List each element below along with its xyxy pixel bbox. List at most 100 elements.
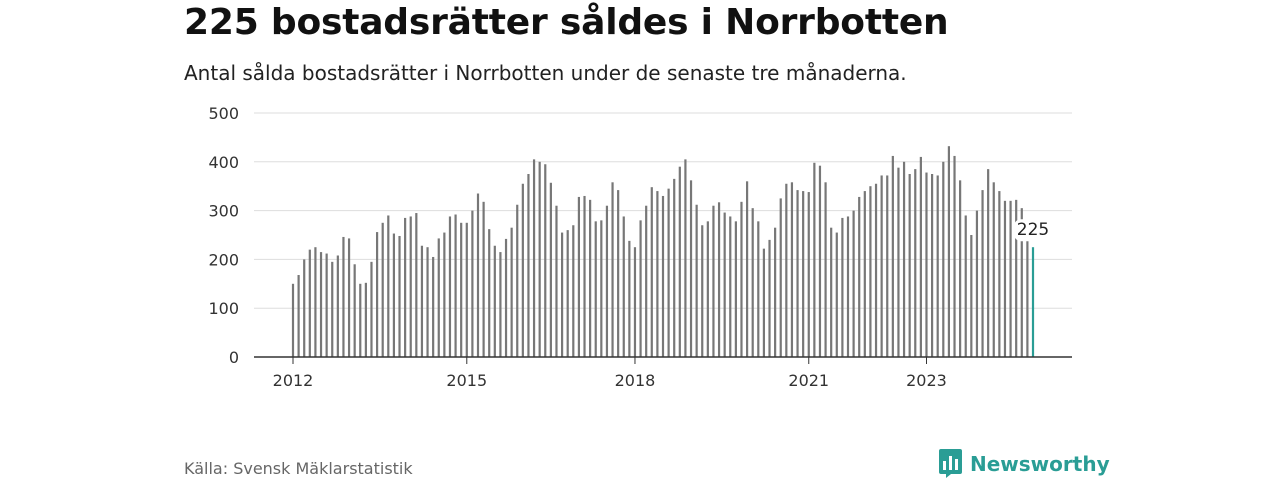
- bar: [863, 191, 866, 357]
- highlight-label-bg: [1014, 219, 1052, 242]
- bar: [532, 159, 536, 357]
- bar: [891, 155, 894, 357]
- bar: [785, 183, 788, 357]
- chart-subtitle: Antal sålda bostadsrätter i Norrbotten u…: [184, 61, 907, 85]
- bar: [577, 196, 581, 357]
- bar: [454, 214, 457, 357]
- bar: [392, 233, 396, 357]
- bar: [673, 178, 676, 357]
- bar: [992, 182, 995, 357]
- bar: [499, 252, 502, 357]
- bar: [818, 165, 822, 357]
- bar: [813, 162, 816, 357]
- bar: [757, 221, 760, 357]
- x-tick-label: 2023: [906, 371, 947, 390]
- bar: [471, 210, 474, 357]
- bar: [476, 193, 480, 357]
- y-tick-label: 200: [208, 250, 239, 269]
- bar: [802, 191, 805, 357]
- bar: [516, 204, 519, 357]
- bar: [605, 205, 609, 357]
- bar: [970, 235, 973, 357]
- bar: [1026, 229, 1029, 357]
- bar: [325, 253, 328, 357]
- bar: [381, 222, 384, 357]
- bar: [947, 146, 951, 357]
- bar: [432, 256, 435, 357]
- brand[interactable]: Newsworthy: [938, 448, 1110, 479]
- bar: [589, 199, 592, 357]
- bar: [622, 216, 625, 357]
- bar: [846, 216, 850, 357]
- bar: [639, 220, 642, 357]
- bar: [729, 216, 732, 357]
- bar: [869, 186, 872, 357]
- bar: [437, 238, 440, 357]
- bar: [319, 252, 323, 357]
- bar: [303, 259, 306, 357]
- bar: [594, 221, 597, 357]
- bar: [549, 182, 552, 357]
- bar: [930, 174, 934, 357]
- bar: [488, 229, 491, 357]
- bar: [493, 245, 496, 357]
- bar: [936, 175, 939, 357]
- y-axis: 0 100 200 300 400 500: [208, 104, 239, 367]
- bar: [482, 201, 485, 357]
- bar: [902, 161, 906, 357]
- bar: [953, 155, 956, 357]
- bar: [409, 216, 412, 357]
- bar: [880, 175, 883, 357]
- bar: [768, 239, 771, 357]
- bar: [914, 169, 917, 357]
- bar: [1009, 200, 1012, 357]
- bar: [353, 264, 356, 357]
- bar: [370, 261, 373, 357]
- bar: [987, 169, 990, 357]
- y-tick-label: 0: [229, 348, 239, 367]
- chart-title: 225 bostadsrätter såldes i Norrbotten: [184, 2, 949, 43]
- bar: [342, 236, 345, 357]
- bar: [544, 164, 547, 357]
- bar: [297, 275, 300, 357]
- bars: [291, 146, 1035, 357]
- x-axis: 2012 2015 2018 2021 2023: [273, 357, 947, 390]
- bar: [852, 210, 855, 357]
- newsworthy-logo-icon: [939, 449, 962, 478]
- bar: [835, 232, 838, 357]
- bar: [347, 238, 351, 357]
- bar: [723, 212, 726, 357]
- bar: [684, 159, 687, 357]
- bar: [717, 202, 721, 357]
- bar: [734, 221, 737, 357]
- bar: [420, 245, 424, 357]
- bar-latest: [1031, 247, 1035, 357]
- highlight-annotation: 225: [1014, 219, 1052, 242]
- bar: [897, 167, 900, 357]
- bar: [364, 282, 367, 357]
- bar: [762, 248, 766, 357]
- x-tick-label: 2018: [615, 371, 656, 390]
- bar: [751, 208, 754, 357]
- bar: [740, 201, 743, 357]
- bar: [964, 215, 967, 357]
- bar: [824, 182, 827, 357]
- bar: [504, 238, 508, 357]
- bar: [925, 172, 928, 357]
- bar: [678, 166, 681, 357]
- bar: [712, 205, 715, 357]
- bar: [443, 232, 446, 357]
- bar: [538, 161, 541, 357]
- bar: [790, 182, 794, 357]
- source-note: Källa: Svensk Mäklarstatistik: [184, 459, 413, 478]
- bar: [359, 283, 362, 357]
- bar: [650, 187, 653, 357]
- y-tick-label: 400: [208, 153, 239, 172]
- bar: [375, 232, 379, 357]
- bar: [841, 217, 844, 357]
- bar: [701, 225, 704, 357]
- bar: [600, 220, 603, 357]
- bar: [1003, 200, 1007, 357]
- bar: [695, 204, 698, 357]
